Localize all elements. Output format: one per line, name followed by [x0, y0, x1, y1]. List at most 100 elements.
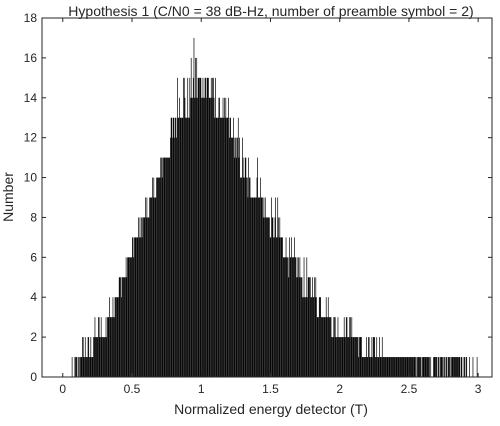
- histogram-bar-490: [414, 357, 416, 377]
- histogram-bar-549: [466, 357, 468, 377]
- histogram-bar-436: [377, 357, 378, 377]
- histogram-bar-282: [270, 237, 272, 377]
- histogram-bar-392: [346, 317, 348, 377]
- histogram-bar-185: [203, 97, 204, 377]
- histogram-bar-15: [85, 357, 87, 377]
- histogram-bar-253: [250, 197, 252, 377]
- histogram-bar-225: [231, 137, 232, 377]
- histogram-bar-468: [399, 357, 400, 377]
- histogram-bar-24: [91, 357, 93, 377]
- histogram-bar-153: [181, 117, 182, 377]
- histogram-bar-3: [75, 357, 77, 377]
- histogram-bar-188: [205, 77, 207, 377]
- histogram-bar-328: [302, 297, 303, 377]
- histogram-bar-444: [382, 357, 384, 377]
- histogram-bar-394: [348, 337, 349, 377]
- histogram-bar-156: [183, 77, 184, 377]
- histogram-bar-108: [150, 197, 151, 377]
- histogram-bar-191: [207, 77, 209, 377]
- histogram-bar-283: [271, 197, 272, 377]
- histogram-bar-55: [113, 317, 114, 377]
- histogram-bar-396: [349, 317, 351, 377]
- histogram-bar-308: [288, 277, 290, 377]
- histogram-bar-84: [133, 257, 135, 377]
- histogram-bar-210: [220, 117, 222, 377]
- histogram-bar-332: [305, 297, 306, 377]
- histogram-bar-322: [298, 257, 299, 377]
- histogram-bar-281: [269, 237, 271, 377]
- histogram-bar-83: [132, 237, 134, 377]
- histogram-bar-260: [255, 197, 256, 377]
- histogram-bar-514: [435, 357, 436, 377]
- histogram-bar-294: [278, 237, 280, 377]
- histogram-bar-459: [393, 357, 394, 377]
- histogram-bar-516: [436, 357, 438, 377]
- histogram-bar-208: [219, 97, 220, 377]
- histogram-bar-298: [281, 237, 283, 377]
- histogram-bar-254: [251, 197, 252, 377]
- histogram-bar-508: [428, 357, 429, 377]
- histogram-bar-476: [404, 357, 406, 377]
- histogram-bar-134: [168, 157, 169, 377]
- histogram-bar-337: [308, 277, 310, 377]
- histogram-bar-176: [197, 97, 198, 377]
- histogram-bar-110: [151, 197, 153, 377]
- histogram-bar-487: [412, 357, 414, 377]
- histogram-bar-47: [107, 317, 109, 377]
- histogram-bar-279: [268, 217, 270, 377]
- histogram-bar-471: [401, 357, 402, 377]
- histogram-bar-32: [97, 337, 99, 377]
- histogram-bar-433: [375, 357, 376, 377]
- histogram-bar-410: [359, 337, 360, 377]
- histogram-bar-358: [323, 317, 324, 377]
- histogram-bar-319: [296, 277, 297, 377]
- histogram-bar-13: [84, 357, 85, 377]
- histogram-bar-73: [125, 257, 127, 377]
- histogram-bar-243: [243, 177, 245, 377]
- histogram-bar-399: [351, 317, 353, 377]
- histogram-bar-477: [405, 357, 407, 377]
- histogram-bar-233: [236, 137, 238, 377]
- histogram-bar-58: [115, 297, 117, 377]
- histogram-bar-523: [443, 357, 445, 377]
- histogram-bar-270: [262, 197, 263, 377]
- histogram-bar-488: [413, 357, 414, 377]
- histogram-bar-522: [442, 357, 443, 377]
- histogram-bar-414: [361, 357, 363, 377]
- histogram-bar-377: [336, 337, 337, 377]
- histogram-bar-517: [438, 357, 439, 377]
- histogram-bar-300: [282, 257, 284, 377]
- histogram-bar-89: [136, 237, 138, 377]
- histogram-bar-139: [171, 117, 173, 377]
- histogram-bar-162: [187, 77, 189, 377]
- histogram-bar-53: [111, 317, 113, 377]
- histogram-bar-489: [413, 357, 415, 377]
- y-tick-label-0: 0: [30, 370, 37, 384]
- histogram-bar-163: [188, 117, 189, 377]
- histogram-bar-349: [316, 317, 318, 377]
- histogram-bar-331: [304, 297, 306, 377]
- histogram-bar-68: [122, 277, 123, 377]
- histogram-bar-393: [347, 337, 348, 377]
- histogram-bar-33: [98, 317, 99, 377]
- histogram-bar-20: [89, 357, 90, 377]
- y-tick-label-9: 18: [24, 11, 38, 25]
- histogram-bar-182: [201, 97, 202, 377]
- histogram-bar-381: [339, 337, 340, 377]
- histogram-bar-40: [102, 337, 104, 377]
- histogram-bar-452: [388, 357, 389, 377]
- histogram-bar-324: [299, 257, 301, 377]
- histogram-bar-238: [240, 177, 241, 377]
- chart-title: Hypothesis 1 (C/N0 = 38 dB-Hz, number of…: [68, 3, 473, 19]
- histogram-bar-131: [165, 157, 167, 377]
- histogram-bar-526: [446, 357, 447, 377]
- histogram-bar-339: [309, 277, 311, 377]
- histogram-bar-128: [163, 157, 165, 377]
- histogram-bar-450: [386, 357, 388, 377]
- histogram-bar-473: [402, 357, 404, 377]
- histogram-bar-212: [222, 117, 223, 377]
- histogram-bar-269: [261, 197, 263, 377]
- histogram-bar-448: [385, 357, 387, 377]
- histogram-bar-69: [123, 277, 124, 377]
- histogram-bar-356: [321, 317, 323, 377]
